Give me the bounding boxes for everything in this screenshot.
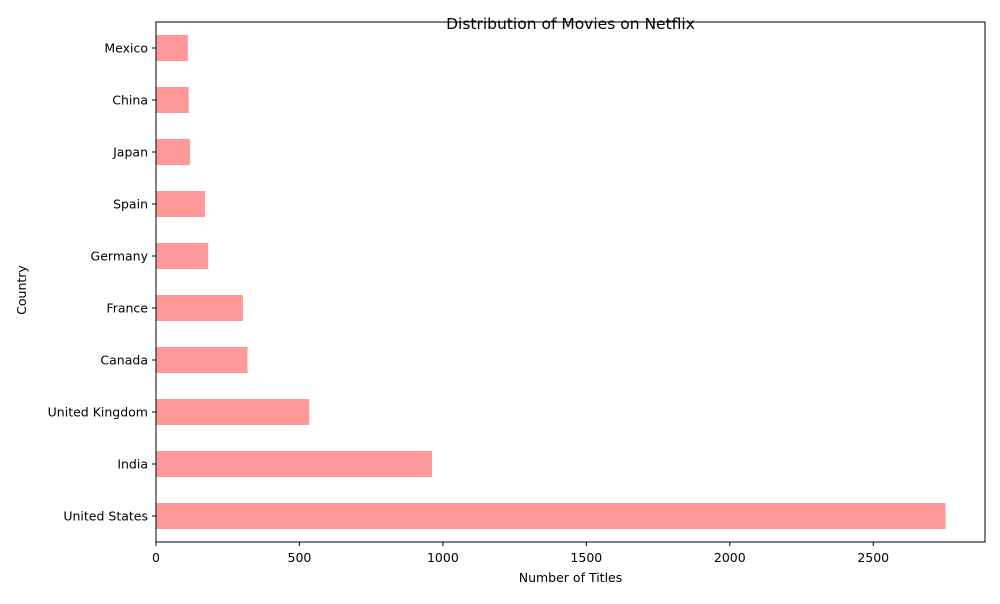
bar-germany (156, 243, 209, 269)
y-ticks: United States India United Kingdom Canada Fr… (48, 41, 156, 524)
y-tick-label: Mexico (104, 41, 148, 56)
x-tick-label: 1500 (570, 550, 602, 565)
bar-france (156, 295, 243, 321)
x-tick-label: 0 (152, 550, 160, 565)
y-tick-label: United Kingdom (48, 405, 148, 420)
y-tick-label: France (106, 301, 148, 316)
bar-united-states (156, 503, 946, 529)
y-tick-label: China (112, 93, 148, 108)
bars-layer (156, 35, 946, 529)
y-tick-label: Canada (100, 353, 148, 368)
plot-frame (155, 21, 986, 543)
x-tick-label: 500 (288, 550, 312, 565)
x-tick-label: 2000 (714, 550, 746, 565)
y-tick-label: Spain (113, 197, 148, 212)
y-tick-label: Japan (112, 145, 148, 160)
x-ticks: 0 500 1000 1500 2000 2500 (152, 542, 889, 565)
x-tick-label: 1000 (427, 550, 459, 565)
bar-india (156, 451, 432, 477)
chart-title: Distribution of Movies on Netflix (446, 15, 695, 33)
x-axis-label: Number of Titles (519, 570, 623, 585)
y-tick-label: United States (63, 509, 148, 524)
y-axis-label: Country (14, 265, 29, 315)
axes-layer (155, 21, 986, 543)
y-tick-label: Germany (91, 249, 149, 264)
bar-china (156, 87, 189, 113)
y-tick-label: India (117, 457, 148, 472)
bar-canada (156, 347, 248, 373)
bar-mexico (156, 35, 188, 61)
bar-united-kingdom (156, 399, 310, 425)
x-tick-label: 2500 (857, 550, 889, 565)
bar-spain (156, 191, 206, 217)
bar-japan (156, 139, 191, 165)
